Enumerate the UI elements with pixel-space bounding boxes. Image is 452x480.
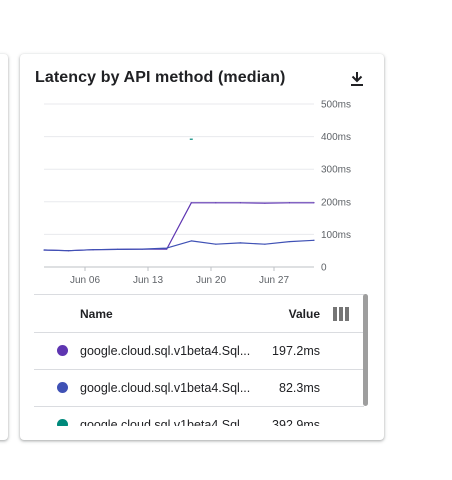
series-point — [190, 202, 192, 204]
series-color-dot — [57, 419, 68, 426]
row-name: google.cloud.sql.v1beta4.Sql... — [80, 381, 251, 395]
card-title: Latency by API method (median) — [35, 69, 286, 86]
series-point — [215, 202, 217, 204]
series-point — [288, 240, 291, 243]
series-line — [43, 239, 315, 252]
table-row[interactable]: google.cloud.sql.v1beta4.Sql... 197.2ms — [34, 333, 364, 370]
series-point — [313, 202, 315, 204]
table-row[interactable]: google.cloud.sql.v1beta4.Sql... 82.3ms — [34, 370, 364, 407]
series-point — [141, 248, 143, 250]
columns-icon — [333, 307, 349, 321]
x-tick-label: Jun 27 — [259, 275, 289, 286]
download-icon — [351, 72, 363, 86]
series-color-dot — [57, 382, 68, 393]
y-tick-label: 200ms — [321, 197, 351, 208]
series-point — [166, 247, 168, 249]
x-tick-label: Jun 13 — [133, 275, 163, 286]
series-color-dot — [57, 345, 68, 356]
series-point — [166, 248, 168, 250]
series-point — [117, 248, 119, 250]
row-value: 392.9ms — [272, 418, 320, 426]
series-point — [313, 239, 315, 241]
y-tick-label: 100ms — [321, 230, 351, 241]
series-point — [288, 202, 291, 204]
x-tick-label: Jun 20 — [196, 275, 226, 286]
row-name: google.cloud.sql.v1beta4.Sql... — [80, 418, 251, 426]
table-header: Name Value — [34, 294, 364, 333]
x-tick-label: Jun 06 — [70, 275, 100, 286]
series-point — [239, 202, 241, 204]
columns-button[interactable] — [332, 306, 350, 322]
series-point — [215, 243, 217, 245]
y-tick-label: 0 — [321, 263, 327, 274]
y-tick-label: 400ms — [321, 132, 351, 143]
series-point — [264, 243, 266, 245]
name-column-header[interactable]: Name — [80, 307, 113, 321]
row-value: 82.3ms — [279, 381, 320, 395]
value-column-header[interactable]: Value — [288, 307, 320, 321]
table-scrollbar[interactable] — [363, 294, 368, 406]
series-point — [264, 202, 266, 204]
adjacent-card — [0, 54, 8, 440]
y-tick-label: 500ms — [321, 100, 351, 111]
latency-chart: 0 100ms 200ms 300ms 400ms 500ms Jun 06 Jun 13 Ju… — [43, 100, 351, 286]
download-button[interactable] — [346, 68, 368, 90]
latency-card: Latency by API method (median) 0 100ms 200… — [20, 54, 384, 440]
legend-table: Name Value google.cloud.sql.v1beta4.Sql.… — [34, 294, 364, 426]
series-point — [239, 242, 241, 244]
series-point — [43, 249, 45, 251]
table-row[interactable]: google.cloud.sql.v1beta4.Sql... 392.9ms — [34, 407, 364, 426]
y-tick-label: 300ms — [321, 165, 351, 176]
row-value: 197.2ms — [272, 344, 320, 358]
series-point — [67, 250, 70, 252]
series-point — [190, 240, 192, 242]
series-point — [92, 249, 94, 251]
row-name: google.cloud.sql.v1beta4.Sql... — [80, 344, 251, 358]
